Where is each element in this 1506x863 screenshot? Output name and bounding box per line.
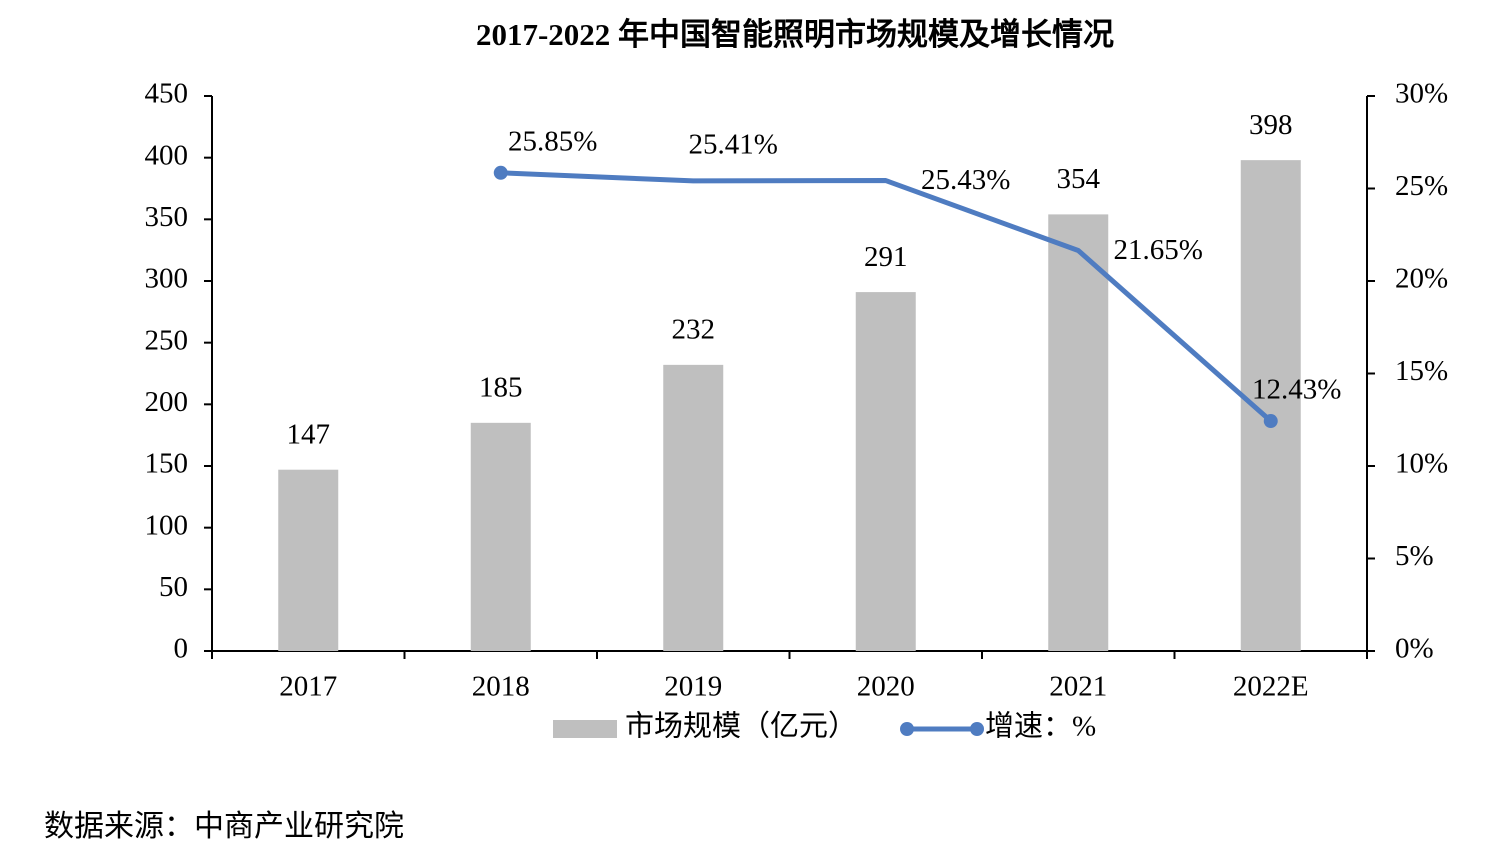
x-tick-label: 2021 [1049, 671, 1107, 703]
x-tick-label: 2020 [857, 671, 915, 703]
bar [278, 469, 339, 651]
x-tick-label: 2017 [279, 671, 337, 703]
y2-tick-label: 20% [1395, 263, 1448, 295]
y2-tick-label: 30% [1395, 78, 1448, 110]
y-tick-label: 100 [145, 509, 189, 541]
bar-value-label: 185 [479, 371, 523, 403]
y-tick-label: 50 [159, 571, 188, 603]
y-tick-label: 200 [145, 386, 189, 418]
y-tick-label: 300 [145, 263, 189, 295]
legend-marker [970, 722, 985, 736]
y2-tick-label: 15% [1395, 355, 1448, 387]
bar [470, 422, 531, 651]
legend-swatch [553, 720, 617, 738]
chart-title: 2017-2022 年中国智能照明市场规模及增长情况 [476, 17, 1114, 52]
y-tick-label: 0 [174, 633, 189, 665]
line-value-label: 21.65% [1114, 234, 1203, 266]
y2-tick-label: 25% [1395, 170, 1448, 202]
x-tick-label: 2019 [664, 671, 722, 703]
y2-tick-label: 10% [1395, 448, 1448, 480]
bar [663, 364, 724, 651]
legend-marker [900, 722, 915, 736]
y-tick-label: 400 [145, 139, 189, 171]
bar-value-label: 232 [672, 314, 716, 346]
y2-tick-label: 5% [1395, 540, 1434, 572]
line-marker [493, 165, 508, 180]
source-note: 数据来源：中商产业研究院 [44, 810, 404, 843]
line-marker [1263, 414, 1278, 429]
line-value-label: 12.43% [1252, 374, 1341, 406]
bar-value-label: 291 [864, 241, 908, 273]
line-value-label: 25.43% [921, 164, 1010, 196]
x-tick-label: 2018 [472, 671, 530, 703]
x-tick-label: 2022E [1233, 671, 1309, 703]
line-value-label: 25.41% [689, 129, 778, 161]
y2-tick-label: 0% [1395, 633, 1434, 665]
y-tick-label: 350 [145, 201, 189, 233]
y-tick-label: 250 [145, 324, 189, 356]
legend-label: 增速：% [985, 710, 1096, 743]
y-tick-label: 150 [145, 448, 189, 480]
bar [855, 292, 916, 651]
legend-label: 市场规模（亿元） [625, 710, 857, 743]
bar [1048, 214, 1109, 651]
bar-value-label: 147 [287, 418, 331, 450]
y-tick-label: 450 [145, 78, 189, 110]
bar-value-label: 354 [1057, 163, 1101, 195]
bar-value-label: 398 [1249, 109, 1293, 141]
line-value-label: 25.85% [508, 125, 597, 157]
line [500, 170, 1273, 423]
